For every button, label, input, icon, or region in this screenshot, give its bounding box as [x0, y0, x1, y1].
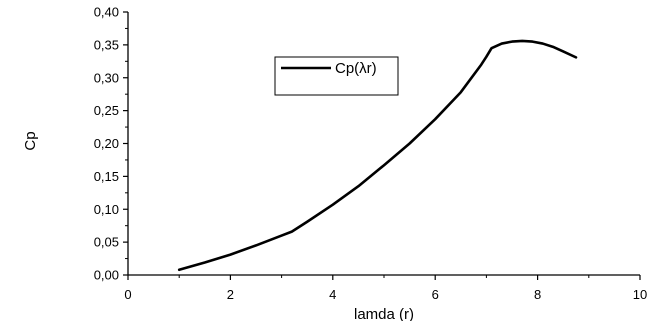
y-tick-label: 0,05	[94, 235, 119, 250]
x-tick-label: 2	[227, 287, 234, 302]
series-layer	[177, 39, 578, 272]
y-tick-label: 0,20	[94, 136, 119, 151]
y-tick-label: 0,00	[94, 268, 119, 283]
y-axis-label: Cp	[22, 131, 39, 150]
x-tick-label: 6	[432, 287, 439, 302]
y-tick-label: 0,10	[94, 202, 119, 217]
x-tick-label: 10	[633, 287, 647, 302]
y-tick-label: 0,40	[94, 5, 119, 20]
legend-box	[274, 56, 399, 96]
y-tick-label: 0,35	[94, 37, 119, 52]
series-line-cp	[177, 39, 578, 272]
x-axis-ticks: 0 2 4 6 8 10	[124, 275, 647, 302]
x-tick-label: 0	[124, 287, 131, 302]
legend-label: Cp(λr)	[335, 60, 377, 77]
y-axis-ticks: 0,00 0,05 0,10 0,15 0,20 0,25 0,30 0,35 0,40	[94, 5, 128, 283]
x-tick-label: 4	[329, 287, 336, 302]
legend: Cp(λr)	[274, 56, 399, 96]
x-tick-label: 8	[534, 287, 541, 302]
y-tick-label: 0,15	[94, 169, 119, 184]
y-tick-label: 0,30	[94, 70, 119, 85]
y-tick-label: 0,25	[94, 103, 119, 118]
x-axis-label: lamda (r)	[354, 306, 414, 321]
